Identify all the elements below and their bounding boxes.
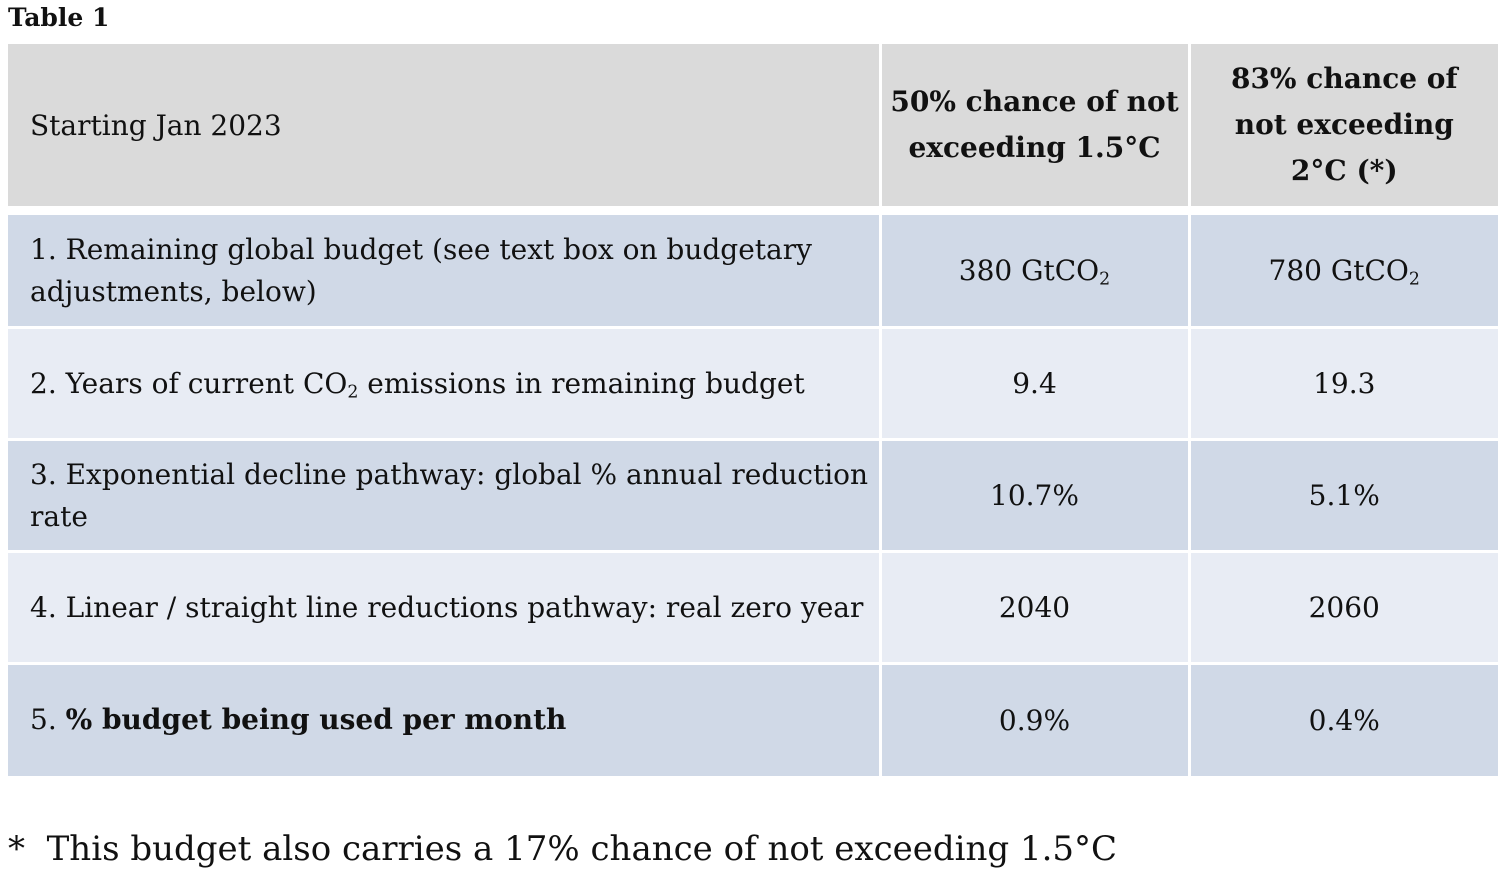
row-2-value-1-5c: 9.4 <box>878 326 1189 440</box>
table-row: 2. Years of current CO2 emissions in rem… <box>8 326 1498 440</box>
header-col-1-5c: 50% chance of not exceeding 1.5°C <box>878 44 1189 206</box>
row-4-value-1-5c: 2040 <box>878 550 1189 664</box>
row-5-label-number: 5. <box>30 703 66 737</box>
header-starting-label: Starting Jan 2023 <box>30 108 282 142</box>
row-5-label-bold: % budget being used per month <box>65 703 567 737</box>
row-2-label-subscript: 2 <box>347 381 359 402</box>
row-3-value-1-5c: 10.7% <box>878 438 1189 552</box>
row-1-v1-subscript: 2 <box>1099 269 1111 290</box>
table-caption: Table 1 <box>8 3 110 32</box>
carbon-budget-table: Starting Jan 2023 50% chance of not exce… <box>8 44 1498 776</box>
row-1-v1-number: 380 GtCO <box>958 254 1100 287</box>
header-col2-line2: not exceeding <box>1234 108 1454 141</box>
row-3-label: 3. Exponential decline pathway: global %… <box>8 438 880 552</box>
row-1-value-2c: 780 GtCO2 <box>1187 212 1498 328</box>
row-4-label: 4. Linear / straight line reductions pat… <box>8 550 880 664</box>
footnote: * This budget also carries a 17% chance … <box>8 829 1118 869</box>
row-5-label: 5. % budget being used per month <box>8 662 880 776</box>
row-5-value-1-5c: 0.9% <box>878 662 1189 776</box>
row-4-value-2c: 2060 <box>1187 550 1498 664</box>
row-1-label: 1. Remaining global budget (see text box… <box>8 212 880 328</box>
header-col1-line2: exceeding 1.5°C <box>908 131 1161 164</box>
table-row: 4. Linear / straight line reductions pat… <box>8 550 1498 664</box>
row-2-label-post: emissions in remaining budget <box>358 366 805 400</box>
row-2-label: 2. Years of current CO2 emissions in rem… <box>8 326 880 440</box>
table-header-row: Starting Jan 2023 50% chance of not exce… <box>8 44 1498 206</box>
row-2-value-2c: 19.3 <box>1187 326 1498 440</box>
header-col1-line1: 50% chance of not <box>890 85 1179 118</box>
row-1-v2-number: 780 GtCO <box>1268 254 1409 287</box>
header-col2-line3: 2°C (*) <box>1290 154 1398 187</box>
row-5-value-2c: 0.4% <box>1187 662 1498 776</box>
table-row: 3. Exponential decline pathway: global %… <box>8 438 1498 552</box>
row-3-value-2c: 5.1% <box>1187 438 1498 552</box>
header-col2-line1: 83% chance of <box>1230 62 1458 95</box>
header-gap <box>8 206 1498 214</box>
header-col-2c: 83% chance of not exceeding 2°C (*) <box>1187 44 1498 206</box>
row-1-v2-subscript: 2 <box>1408 269 1420 290</box>
row-2-label-pre: 2. Years of current CO <box>30 366 348 400</box>
row-1-value-1-5c: 380 GtCO2 <box>878 212 1189 328</box>
table-row: 1. Remaining global budget (see text box… <box>8 212 1498 328</box>
table-row: 5. % budget being used per month 0.9% 0.… <box>8 662 1498 776</box>
